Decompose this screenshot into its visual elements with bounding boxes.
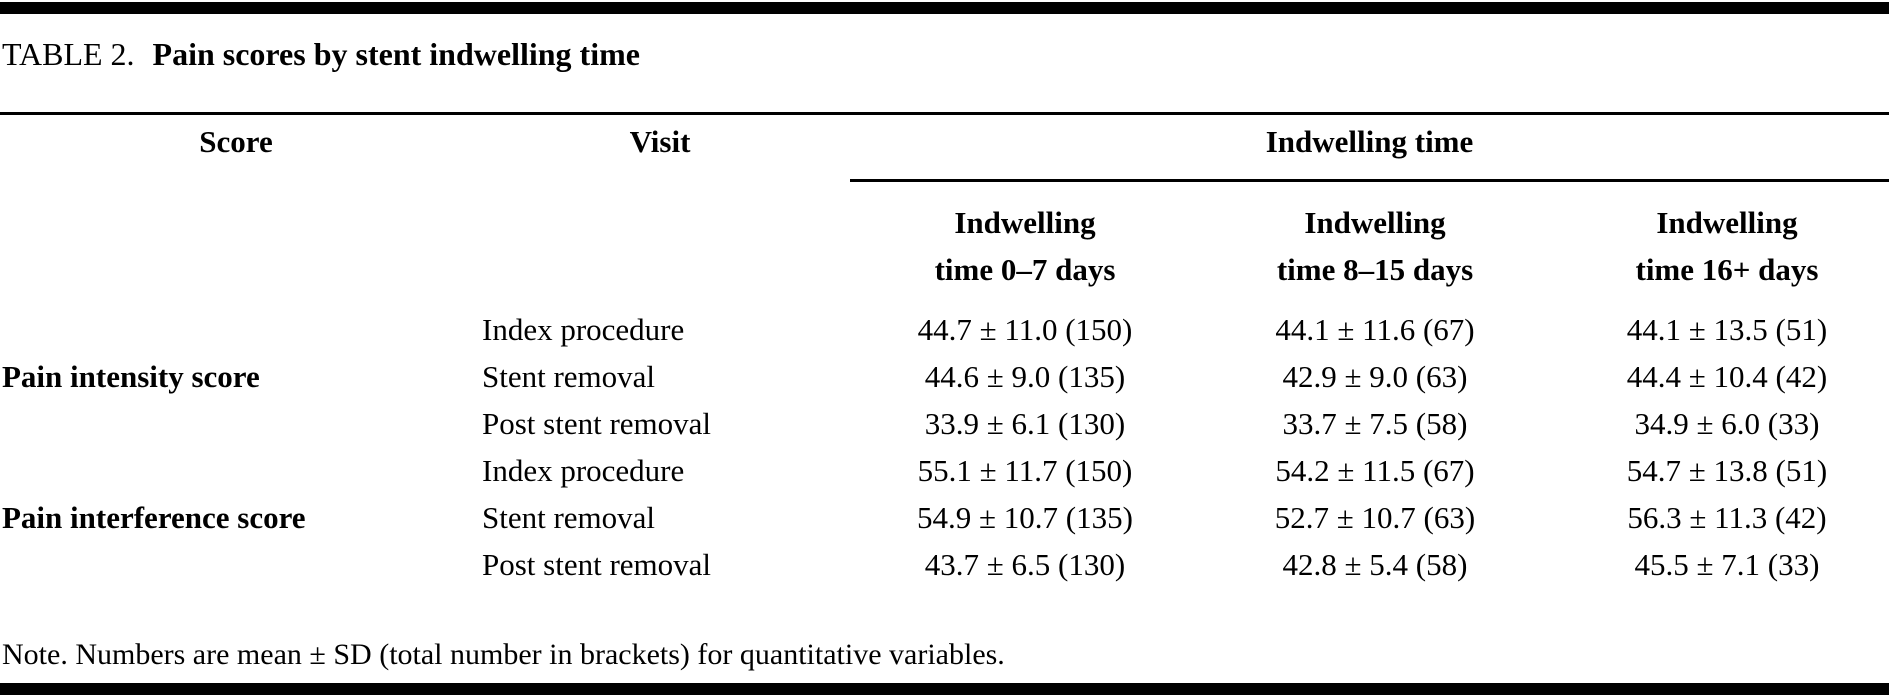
table-title: TABLE 2. Pain scores by stent indwelling … — [2, 36, 640, 73]
value-cell-8-15: 54.2 ± 11.5 (67) — [1275, 453, 1475, 488]
subcolumn-header-line1: Indwelling — [1304, 205, 1446, 240]
value-cell-0-7: 54.9 ± 10.7 (135) — [917, 500, 1133, 535]
group-label-pain-intensity-score: Pain intensity score — [2, 359, 260, 394]
value-cell-0-7: 44.6 ± 9.0 (135) — [924, 359, 1126, 394]
value-cell-16-plus: 54.7 ± 13.8 (51) — [1626, 453, 1828, 488]
subcolumn-header-8-15-days: Indwelling time 8–15 days — [1195, 199, 1555, 293]
visit-cell: Post stent removal — [482, 406, 712, 441]
value-cell-8-15: 44.1 ± 11.6 (67) — [1275, 312, 1475, 347]
column-header-indwelling-time: Indwelling time — [1265, 124, 1474, 159]
table-note: Note. Numbers are mean ± SD (total numbe… — [2, 638, 1005, 671]
value-cell-0-7: 44.7 ± 11.0 (150) — [917, 312, 1133, 347]
value-cell-0-7: 55.1 ± 11.7 (150) — [917, 453, 1133, 488]
value-cell-8-15: 42.8 ± 5.4 (58) — [1282, 547, 1468, 582]
column-header-visit: Visit — [629, 124, 691, 159]
subcolumn-header-0-7-days: Indwelling time 0–7 days — [845, 199, 1205, 293]
subcolumn-header-line2: time 8–15 days — [1276, 252, 1474, 287]
table-row: Stent removal 54.9 ± 10.7 (135) 52.7 ± 1… — [0, 494, 1889, 541]
table-row: Post stent removal 43.7 ± 6.5 (130) 42.8… — [0, 541, 1889, 588]
column-header-score: Score — [199, 124, 273, 159]
value-cell-0-7: 33.9 ± 6.1 (130) — [924, 406, 1126, 441]
subcolumn-header-16-plus-days: Indwelling time 16+ days — [1547, 199, 1889, 293]
value-cell-16-plus: 56.3 ± 11.3 (42) — [1627, 500, 1827, 535]
subcolumn-header-line2: time 16+ days — [1635, 252, 1819, 287]
visit-cell: Index procedure — [482, 453, 685, 488]
top-thick-rule — [0, 2, 1889, 14]
value-cell-8-15: 52.7 ± 10.7 (63) — [1274, 500, 1476, 535]
group-label-pain-interference-score: Pain interference score — [2, 500, 306, 535]
table-row: Index procedure 55.1 ± 11.7 (150) 54.2 ±… — [0, 447, 1889, 494]
value-cell-0-7: 43.7 ± 6.5 (130) — [924, 547, 1126, 582]
rule-under-indwelling-time — [850, 179, 1889, 182]
value-cell-16-plus: 45.5 ± 7.1 (33) — [1634, 547, 1820, 582]
value-cell-16-plus: 44.4 ± 10.4 (42) — [1626, 359, 1828, 394]
table-title-prefix: TABLE 2. — [2, 36, 135, 72]
value-cell-8-15: 42.9 ± 9.0 (63) — [1282, 359, 1468, 394]
visit-cell: Stent removal — [482, 500, 656, 535]
rule-under-title — [0, 112, 1889, 115]
value-cell-16-plus: 44.1 ± 13.5 (51) — [1626, 312, 1828, 347]
value-cell-16-plus: 34.9 ± 6.0 (33) — [1634, 406, 1820, 441]
visit-cell: Post stent removal — [482, 547, 712, 582]
table-row: Post stent removal 33.9 ± 6.1 (130) 33.7… — [0, 400, 1889, 447]
visit-cell: Stent removal — [482, 359, 656, 394]
table-row: Index procedure 44.7 ± 11.0 (150) 44.1 ±… — [0, 306, 1889, 353]
subcolumn-header-line2: time 0–7 days — [934, 252, 1116, 287]
visit-cell: Index procedure — [482, 312, 685, 347]
table-row: Stent removal 44.6 ± 9.0 (135) 42.9 ± 9.… — [0, 353, 1889, 400]
value-cell-8-15: 33.7 ± 7.5 (58) — [1282, 406, 1468, 441]
subcolumn-header-line1: Indwelling — [1656, 205, 1798, 240]
table-title-text: Pain scores by stent indwelling time — [152, 36, 640, 72]
subcolumn-header-line1: Indwelling — [954, 205, 1096, 240]
bottom-thick-rule — [0, 683, 1889, 695]
